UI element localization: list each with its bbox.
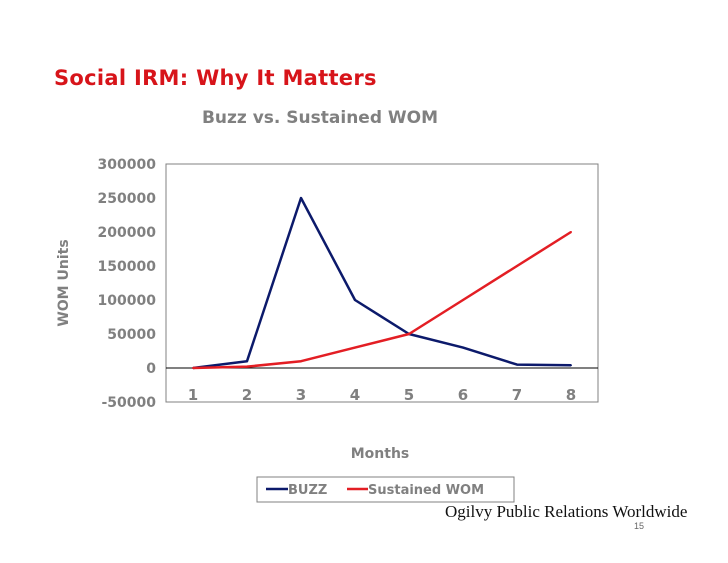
- y-axis-label: WOM Units: [56, 239, 72, 326]
- x-axis-label: Months: [351, 446, 410, 462]
- series-line-sustained-wom-point: [192, 367, 194, 369]
- y-tick-label: 300000: [98, 157, 157, 173]
- x-tick-label: 1: [188, 386, 198, 404]
- chart-title: Buzz vs. Sustained WOM: [202, 108, 438, 128]
- series-line-sustained-wom-point: [570, 231, 572, 233]
- series-line-sustained-wom-point: [246, 365, 248, 368]
- y-tick-label: 200000: [98, 225, 157, 241]
- x-axis-ticks: 1 2 3 4 5 6 7 8: [188, 386, 576, 404]
- series-line-buzz-point: [462, 346, 464, 349]
- legend-label-buzz: BUZZ: [288, 483, 327, 498]
- slide-title: Social IRM: Why It Matters: [54, 66, 377, 90]
- series-line-buzz-point: [246, 360, 248, 363]
- y-tick-label: 100000: [98, 293, 157, 309]
- legend-label-sustained-wom: Sustained WOM: [368, 483, 484, 498]
- y-tick-label: 50000: [107, 327, 156, 343]
- y-tick-label: -50000: [101, 395, 156, 411]
- y-axis-ticks: 300000 250000 200000 150000 100000 50000 0 -500…: [98, 157, 157, 411]
- x-tick-label: 3: [296, 386, 306, 404]
- series-line-sustained-wom: [192, 230, 572, 370]
- x-tick-label: 4: [350, 386, 360, 404]
- series-line-buzz-point: [354, 299, 356, 301]
- series-line-buzz-point: [300, 197, 302, 199]
- y-tick-label: 150000: [98, 259, 157, 275]
- legend-box: [256, 476, 515, 503]
- series-line-sustained-wom-point: [300, 360, 302, 363]
- series-line-buzz-point: [570, 364, 572, 367]
- x-tick-label: 5: [404, 386, 414, 404]
- series-lines: [192, 196, 572, 370]
- x-tick-label: 6: [458, 386, 468, 404]
- brand-name: Ogilvy Public Relations Worldwide: [445, 502, 688, 521]
- legend: BUZZ Sustained WOM: [256, 476, 515, 503]
- x-tick-label: 2: [242, 386, 252, 404]
- series-line-sustained-wom-point: [408, 333, 410, 335]
- page-number: 15: [634, 521, 645, 531]
- y-tick-label: 250000: [98, 191, 157, 207]
- y-tick-label: 0: [146, 361, 156, 377]
- series-line-buzz-point: [516, 363, 518, 366]
- series-line-sustained-wom-point: [354, 346, 356, 349]
- series-line-sustained-wom-point: [516, 265, 518, 267]
- series-line-sustained-wom-point: [462, 299, 464, 301]
- series-line-buzz: [192, 196, 572, 370]
- x-tick-label: 8: [566, 386, 576, 404]
- x-tick-label: 7: [512, 386, 522, 404]
